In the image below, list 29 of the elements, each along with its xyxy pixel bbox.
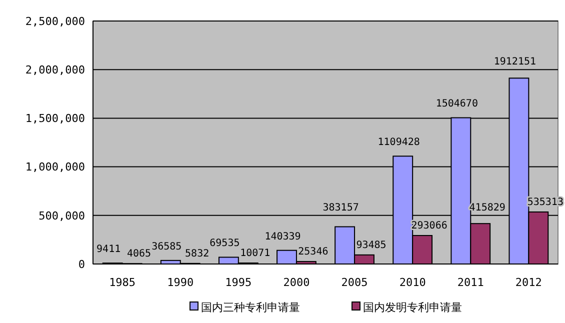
data-label: 1504670 xyxy=(436,98,478,110)
data-label: 9411 xyxy=(96,244,121,256)
x-tick-label: 2012 xyxy=(515,276,542,289)
x-tick-label: 2000 xyxy=(283,276,310,289)
y-tick-label: 1,000,000 xyxy=(25,160,85,174)
x-tick-label: 1990 xyxy=(167,276,194,289)
x-tick-label: 2011 xyxy=(457,276,484,289)
data-label: 93485 xyxy=(356,240,386,251)
x-tick-label: 2005 xyxy=(341,276,368,289)
y-tick-label: 2,500,000 xyxy=(25,14,85,28)
data-label: 36585 xyxy=(152,241,182,252)
data-label: 25346 xyxy=(298,246,328,258)
data-label: 10071 xyxy=(240,248,270,260)
data-label: 5832 xyxy=(185,248,210,260)
legend-label: 国内发明专利申请量 xyxy=(363,301,462,314)
data-label: 140339 xyxy=(264,231,301,242)
x-tick-label: 1985 xyxy=(109,276,136,289)
data-label: 1912151 xyxy=(494,56,536,68)
y-tick-label: 500,000 xyxy=(38,209,85,222)
x-tick-label: 2010 xyxy=(399,276,426,289)
data-label: 69535 xyxy=(210,238,240,250)
data-label: 1109428 xyxy=(378,137,420,148)
data-label: 383157 xyxy=(322,202,359,214)
y-tick-label: 2,000,000 xyxy=(25,63,85,76)
y-tick-label: 1,500,000 xyxy=(25,112,85,126)
y-tick-label: 0 xyxy=(78,258,85,271)
legend-label: 国内三种专利申请量 xyxy=(201,301,300,314)
data-label: 4065 xyxy=(126,248,152,260)
x-tick-label: 1995 xyxy=(225,276,252,289)
